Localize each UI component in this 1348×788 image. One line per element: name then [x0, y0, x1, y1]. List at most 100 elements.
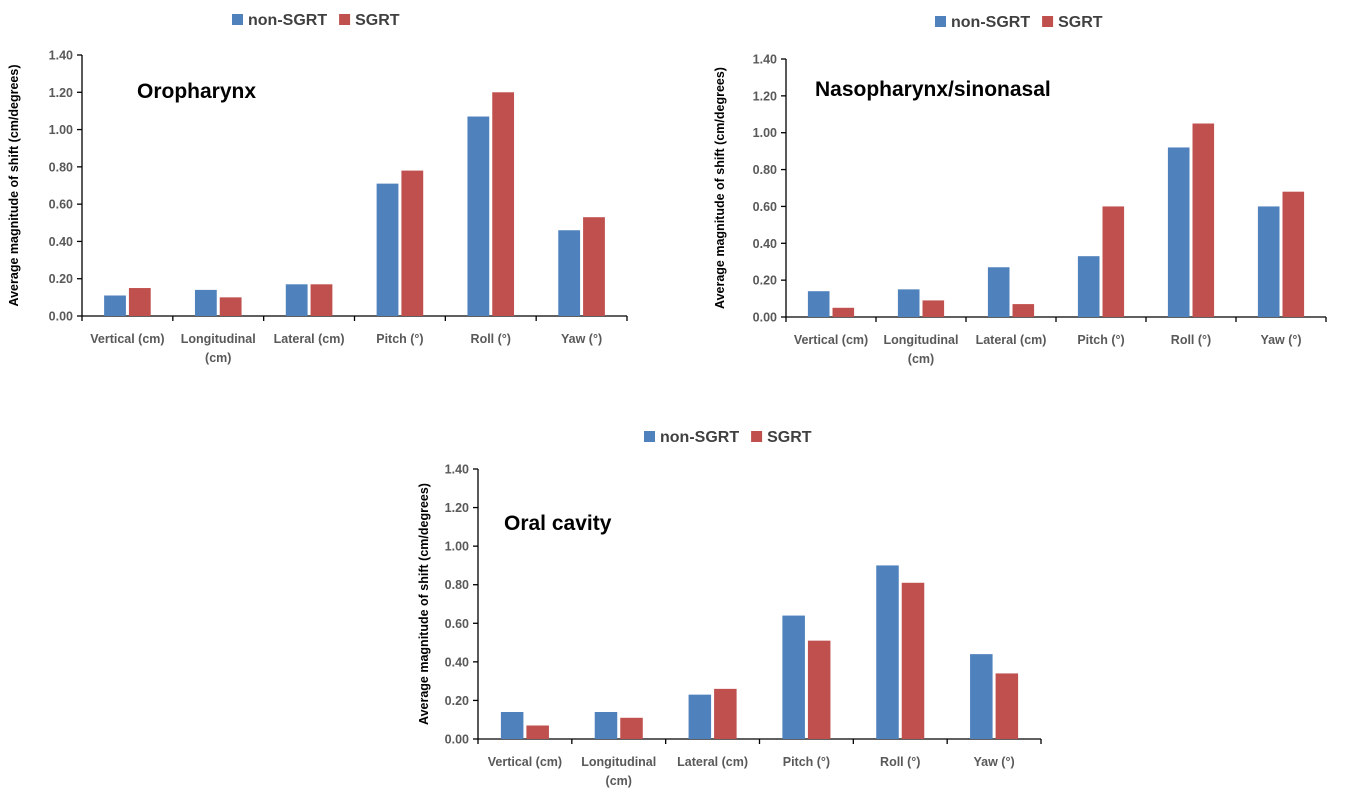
bar-non-sgrt [970, 654, 993, 739]
chart-title: Oral cavity [504, 512, 612, 535]
bar-sgrt [1282, 191, 1305, 317]
legend-swatch-sgrt [751, 431, 763, 442]
x-category-label: Vertical (cm) [794, 333, 868, 347]
y-tick-label: 0.40 [753, 237, 777, 251]
legend-swatch-non-sgrt [644, 431, 655, 442]
x-category-label: Pitch (°) [783, 755, 830, 769]
bar-non-sgrt [1257, 206, 1280, 317]
bar-sgrt [219, 297, 242, 316]
bar-sgrt [1192, 123, 1215, 317]
bar-sgrt [620, 717, 643, 739]
y-tick-label: 1.40 [49, 49, 73, 63]
x-category-label: Roll (°) [880, 755, 920, 769]
y-tick-label: 0.60 [753, 200, 777, 214]
y-tick-label: 0.40 [445, 655, 469, 669]
x-category-label: Longitudinal [181, 332, 256, 346]
legend-swatch-sgrt [1042, 16, 1054, 27]
y-axis-title: Average magnitude of shift (cm/degrees) [713, 67, 727, 309]
y-tick-label: 1.40 [445, 463, 469, 477]
legend: non-SGRT SGRT [644, 429, 812, 446]
x-category-label: Lateral (cm) [274, 332, 345, 346]
chart-3: 0.00 0.20 0.40 0.60 0.80 1.00 1.20 1.40 Vertical… [417, 429, 1042, 788]
bar-sgrt [310, 284, 333, 316]
y-tick-label: 0.20 [49, 272, 73, 286]
y-tick-label: 0.00 [445, 733, 469, 747]
y-tick-label: 1.40 [753, 53, 777, 67]
y-tick-label: 1.00 [49, 123, 73, 137]
bar-sgrt [401, 170, 424, 316]
x-category-label: Yaw (°) [974, 755, 1015, 769]
bar-sgrt [492, 92, 515, 317]
x-category-label: Longitudinal [884, 333, 959, 347]
x-category-label: (cm) [606, 774, 632, 788]
x-category-label: Lateral (cm) [976, 333, 1047, 347]
x-category-label: Lateral (cm) [677, 755, 748, 769]
bar-non-sgrt [987, 267, 1010, 317]
chart-title: Oropharynx [137, 80, 256, 103]
legend-swatch-non-sgrt [232, 14, 243, 25]
y-tick-label: 0.00 [49, 310, 73, 324]
bar-non-sgrt [194, 289, 217, 316]
x-category-label: Yaw (°) [561, 332, 602, 346]
y-tick-label: 1.20 [753, 89, 777, 103]
bar-non-sgrt [558, 230, 581, 316]
y-tick-label: 0.40 [49, 235, 73, 249]
chart-2: 0.00 0.20 0.40 0.60 0.80 1.00 1.20 1.40 Vertical… [713, 14, 1327, 366]
legend-swatch-non-sgrt [935, 16, 946, 27]
x-category-label: Yaw (°) [1260, 333, 1301, 347]
bar-non-sgrt [467, 116, 490, 317]
legend: non-SGRT SGRT [232, 12, 400, 29]
bar-non-sgrt [876, 565, 899, 739]
bar-non-sgrt [285, 284, 308, 316]
y-tick-label: 0.80 [445, 578, 469, 592]
x-category-label: Vertical (cm) [488, 755, 562, 769]
y-tick-label: 1.20 [445, 501, 469, 515]
bar-non-sgrt [500, 712, 524, 739]
bar-non-sgrt [1077, 256, 1100, 317]
bar-sgrt [922, 300, 945, 317]
bar-sgrt [832, 307, 855, 317]
bar-sgrt [1102, 206, 1125, 317]
y-axis-title: Average magnitude of shift (cm/degrees) [7, 65, 21, 307]
y-tick-label: 0.60 [49, 198, 73, 212]
x-category-label: (cm) [908, 352, 934, 366]
bar-sgrt [583, 217, 605, 316]
y-tick-label: 1.20 [49, 86, 73, 100]
x-category-label: Vertical (cm) [90, 332, 164, 346]
x-category-label: Longitudinal [581, 755, 656, 769]
legend-label-sgrt: SGRT [355, 12, 400, 29]
bar-non-sgrt [376, 183, 399, 316]
y-tick-label: 1.00 [445, 540, 469, 554]
bar-sgrt [714, 688, 737, 739]
bar-non-sgrt [897, 289, 920, 317]
bar-non-sgrt [104, 295, 126, 316]
bar-non-sgrt [688, 694, 712, 739]
y-tick-label: 0.80 [49, 160, 73, 174]
bar-non-sgrt [782, 615, 805, 739]
chart-title: Nasopharynx/sinonasal [815, 78, 1051, 101]
legend-label-sgrt: SGRT [767, 429, 812, 446]
legend-label-non-sgrt: non-SGRT [660, 429, 739, 446]
y-tick-label: 0.20 [753, 274, 777, 288]
y-tick-label: 0.80 [753, 163, 777, 177]
x-category-label: Pitch (°) [1077, 333, 1124, 347]
legend-swatch-sgrt [339, 14, 351, 25]
bar-sgrt [995, 673, 1019, 739]
y-tick-label: 0.60 [445, 617, 469, 631]
y-tick-label: 1.00 [753, 126, 777, 140]
chart-1: 0.00 0.20 0.40 0.60 0.80 1.00 1.20 1.40 Vertical… [7, 12, 628, 365]
bar-non-sgrt [1167, 147, 1190, 317]
y-axis-title: Average magnitude of shift (cm/degrees) [417, 483, 431, 725]
bar-sgrt [128, 288, 151, 316]
legend-label-non-sgrt: non-SGRT [248, 12, 327, 29]
bar-non-sgrt [807, 291, 830, 317]
legend-label-non-sgrt: non-SGRT [951, 14, 1030, 31]
x-category-label: (cm) [205, 351, 231, 365]
x-category-label: Roll (°) [1171, 333, 1211, 347]
y-tick-label: 0.20 [445, 694, 469, 708]
legend: non-SGRT SGRT [935, 14, 1103, 31]
bar-sgrt [526, 725, 549, 739]
x-category-label: Pitch (°) [376, 332, 423, 346]
y-tick-label: 0.00 [753, 311, 777, 325]
